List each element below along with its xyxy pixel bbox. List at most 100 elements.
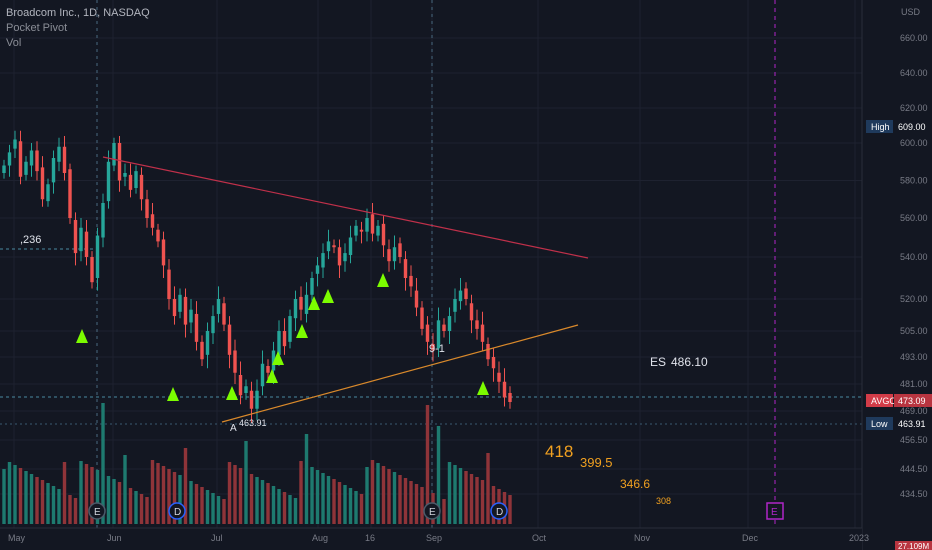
candle-body — [508, 393, 512, 402]
volume-bar — [2, 469, 6, 524]
volume-bar — [95, 470, 100, 524]
time-tick-label: Sep — [426, 533, 442, 543]
high-badge-label: High — [871, 122, 890, 132]
volume-bar — [326, 476, 331, 524]
time-axis[interactable]: May Jun Jul Aug 16 Sep Oct Nov Dec 2023 — [0, 527, 869, 550]
candle-body — [24, 161, 28, 175]
volume-bar — [271, 486, 276, 524]
candle-body — [68, 169, 72, 218]
volume-badge-bg — [895, 541, 932, 550]
candle-body — [315, 265, 320, 274]
price-axis-bg — [862, 0, 932, 528]
time-tick-label: Dec — [742, 533, 759, 543]
candle-body — [293, 299, 298, 319]
volume-bar — [392, 472, 397, 524]
candle-body — [18, 141, 23, 177]
trendline-drawings — [102, 156, 589, 423]
candle-body — [464, 288, 468, 299]
volume-bar — [189, 481, 193, 524]
high-badge-value-bg — [894, 120, 932, 133]
indicator-pocket-pivot[interactable]: Pocket Pivot — [6, 22, 68, 34]
price-axis[interactable]: USD 660.00 640.00 620.00 600.00 580.00 560.00 5… — [861, 0, 932, 550]
candle-body — [453, 299, 457, 312]
volume-bar — [84, 464, 89, 524]
candle-body — [62, 146, 67, 173]
volume-bar — [18, 468, 23, 524]
candle-body — [354, 225, 358, 236]
volume-bar — [117, 482, 122, 524]
candle-body — [73, 219, 78, 254]
price-target: 418 — [545, 442, 573, 461]
candle-body — [128, 174, 133, 190]
volume-bar — [194, 484, 199, 524]
symbol-title[interactable]: Broadcom Inc., 1D, NASDAQ — [6, 7, 150, 19]
volume-bar — [57, 489, 61, 524]
fib-label: ,236 — [20, 234, 41, 246]
volume-bar — [359, 494, 364, 524]
price-tick-label: 640.00 — [900, 68, 928, 78]
candle-body — [348, 237, 353, 256]
candle-body — [491, 357, 496, 369]
volume-bar — [90, 467, 94, 524]
candle-body — [480, 324, 485, 342]
candle-body — [57, 146, 61, 162]
time-tick-label: 16 — [365, 533, 375, 543]
volume-bar — [288, 495, 292, 524]
future-earnings-label: E — [771, 507, 778, 518]
pocket-pivot-triangle — [308, 296, 320, 310]
volume-bar — [244, 441, 248, 524]
price-tick-label: 520.00 — [900, 294, 928, 304]
indicator-volume[interactable]: Vol — [6, 37, 22, 49]
volume-bar — [216, 496, 221, 524]
volume-bar — [101, 403, 105, 524]
volume-bar — [222, 499, 226, 524]
candle-body — [90, 257, 94, 283]
volume-bar — [238, 468, 243, 524]
candle-body — [2, 165, 6, 173]
volume-bar — [156, 463, 160, 524]
candle-body — [183, 296, 188, 325]
volume-bar — [475, 477, 479, 524]
candle-body — [381, 223, 386, 246]
candle-body — [288, 316, 292, 342]
candle-body — [79, 227, 83, 252]
candle-body — [194, 313, 199, 342]
volume-bar — [458, 468, 463, 524]
candle-body — [211, 316, 215, 334]
volume-bar — [7, 462, 12, 524]
earnings-event-icon — [423, 502, 441, 520]
volume-bar — [167, 469, 171, 524]
candle-body — [414, 290, 419, 308]
volume-bar — [139, 494, 144, 524]
low-badge-label-bg — [866, 417, 893, 430]
pocket-pivot-triangle — [167, 387, 179, 401]
candle-body — [161, 239, 166, 266]
currency-label: USD — [901, 7, 921, 17]
price-tick-label: 469.00 — [900, 406, 928, 416]
candle-body — [376, 225, 380, 236]
volume-bar — [332, 479, 336, 524]
price-target: 308 — [656, 496, 671, 506]
candle-body — [244, 386, 248, 393]
price-tick-label: 600.00 — [900, 138, 928, 148]
candle-body — [387, 249, 391, 262]
chart-annotations: ,236 A 463.91 9-1 ES 486.10 418 399.5 346.6 308 — [20, 234, 708, 506]
candle-body — [497, 372, 501, 382]
price-target: 346.6 — [620, 477, 650, 491]
pocket-pivot-triangle — [76, 329, 88, 343]
volume-bar — [343, 485, 347, 524]
candle-body — [255, 390, 259, 409]
candle-body — [46, 184, 50, 202]
last-price-badge-label-bg — [866, 394, 893, 407]
high-badge-label-bg — [866, 120, 893, 133]
volume-bar — [381, 466, 386, 524]
earnings-event-icon — [88, 502, 106, 520]
volume-bar — [29, 474, 34, 524]
volume-bar — [282, 492, 287, 524]
last-price-badge-value-bg — [894, 394, 932, 407]
volume-bar — [205, 490, 210, 524]
volume-bar — [480, 480, 485, 524]
candle-body — [260, 363, 265, 387]
